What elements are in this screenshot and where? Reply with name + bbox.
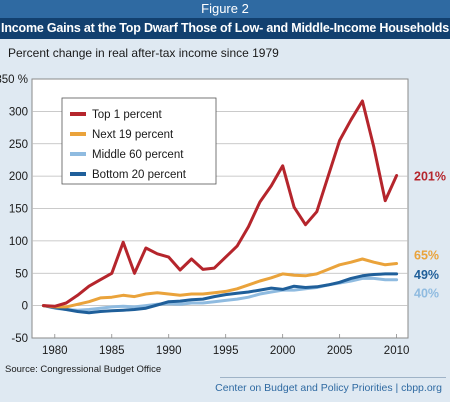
x-tick-label: 1995	[213, 345, 239, 357]
x-tick-label: 2005	[327, 345, 353, 357]
x-tick-label: 2000	[270, 345, 296, 357]
series-end-labels: 201% 65% 40% 49%	[414, 169, 446, 300]
legend: Top 1 percent Next 19 percent Middle 60 pe…	[61, 97, 217, 185]
y-tick-label: 50	[15, 268, 28, 280]
y-tick-label: 350 %	[0, 74, 28, 86]
footer-divider	[220, 377, 446, 378]
series-end-label: 49%	[414, 268, 439, 282]
x-axis-tick-labels: 1980 1985 1990 1995 2000 2005 2010	[42, 334, 409, 357]
x-tick-label: 2010	[384, 345, 410, 357]
y-tick-label: 100	[9, 236, 28, 248]
series-end-label: 201%	[414, 169, 446, 183]
legend-label: Bottom 20 percent	[92, 169, 187, 181]
y-tick-label: 150	[9, 204, 28, 216]
series-lines	[41, 99, 399, 315]
chart-subtitle: Percent change in real after-tax income …	[8, 46, 279, 60]
x-tick-label: 1985	[99, 345, 125, 357]
series-line-bottom-20-percent	[41, 272, 399, 315]
series-end-label: 40%	[414, 287, 439, 301]
legend-box	[61, 97, 217, 185]
figure-label: Figure 2	[0, 0, 450, 18]
series-end-label: 65%	[414, 249, 439, 263]
credit-line: Center on Budget and Policy Priorities |…	[215, 382, 442, 394]
y-tick-label: 250	[9, 139, 28, 151]
chart-title: Income Gains at the Top Dwarf Those of L…	[0, 18, 450, 39]
series-line-next-19-percent	[41, 257, 399, 309]
legend-label: Next 19 percent	[92, 129, 174, 141]
source-note: Source: Congressional Budget Office	[5, 364, 162, 375]
legend-label: Top 1 percent	[92, 109, 162, 121]
y-tick-label: 300	[9, 106, 28, 118]
x-tick-label: 1980	[42, 345, 68, 357]
y-tick-label: 200	[9, 171, 28, 183]
y-tick-label: -50	[11, 333, 28, 345]
y-axis-tick-labels: 350 % 300 250 200 150 100 50 0 -50	[0, 74, 28, 345]
series-line-top-1-percent	[41, 99, 399, 308]
y-tick-label: 0	[22, 301, 28, 313]
x-tick-label: 1990	[156, 345, 182, 357]
legend-label: Middle 60 percent	[92, 149, 184, 161]
